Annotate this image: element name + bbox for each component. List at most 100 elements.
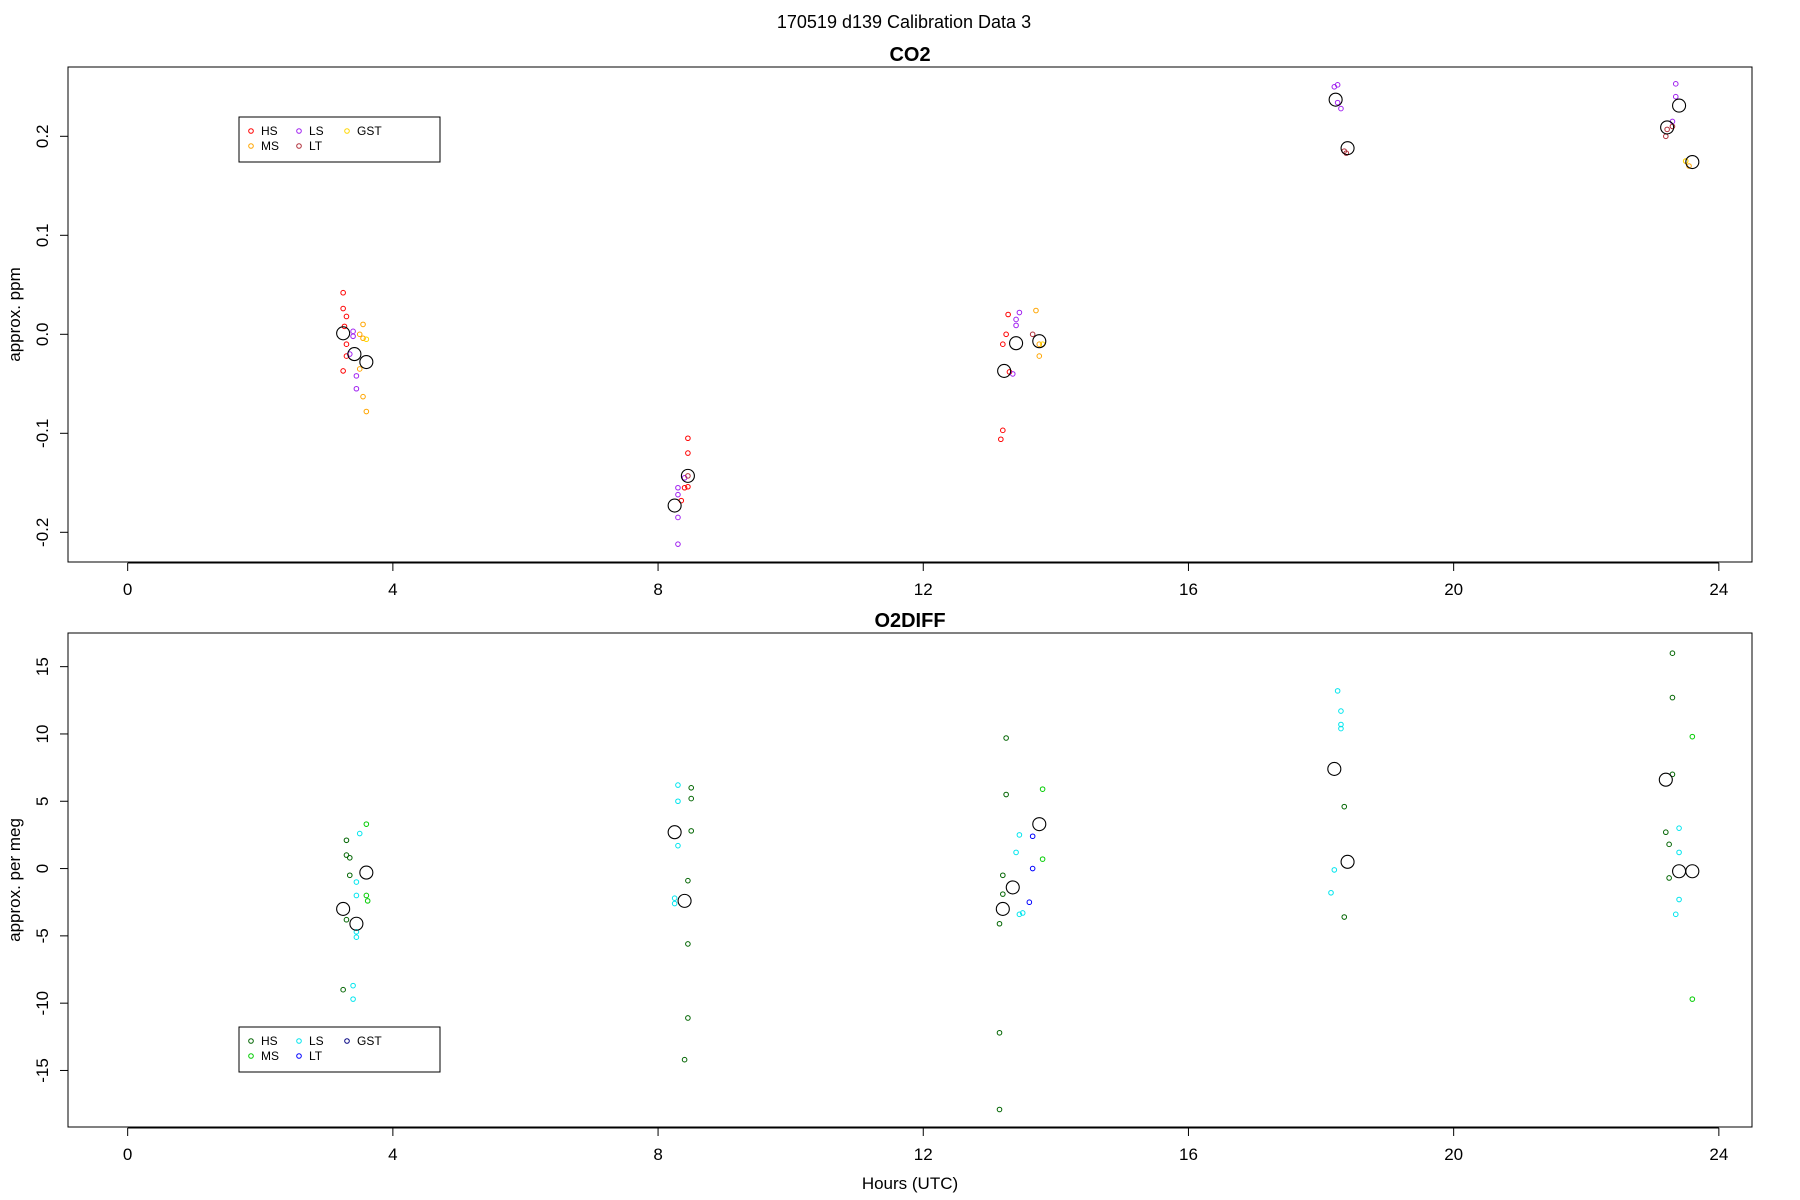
legend-marker-hs xyxy=(248,128,254,134)
data-point-hs xyxy=(346,854,353,861)
data-point-hs xyxy=(1000,427,1006,434)
legend-label-lt: LT xyxy=(309,139,323,153)
data-point-hs xyxy=(346,872,353,879)
data-point-ls xyxy=(1676,896,1682,903)
y-axis-label: approx. ppm xyxy=(5,267,24,362)
data-point-ms xyxy=(1036,341,1043,348)
plot-frame xyxy=(67,632,1753,1128)
data-point-ls xyxy=(1334,99,1341,106)
data-point-ms xyxy=(363,892,370,899)
legend-label-hs: HS xyxy=(261,1034,278,1048)
y-tick-label: -15 xyxy=(33,1058,52,1083)
data-point-ls xyxy=(1013,849,1019,856)
data-point-hs xyxy=(996,920,1003,927)
data-point-hs xyxy=(996,1029,1003,1036)
legend-marker-ls xyxy=(296,1038,302,1044)
data-point-hs xyxy=(1000,891,1006,897)
mean-marker xyxy=(1340,854,1355,869)
legend-marker-ms xyxy=(248,143,254,149)
legend-box xyxy=(238,116,441,163)
panel-title: CO2 xyxy=(889,44,930,66)
data-point-hs xyxy=(343,341,350,348)
data-point-ms xyxy=(1033,307,1039,314)
data-point-ms xyxy=(363,821,370,827)
data-point-hs xyxy=(688,795,695,802)
data-point-ms xyxy=(360,321,366,328)
data-point-hs xyxy=(681,484,688,491)
data-point-ms xyxy=(356,331,363,338)
data-point-lt xyxy=(1026,899,1033,906)
data-point-ms xyxy=(360,393,366,400)
data-point-ls xyxy=(1338,708,1344,714)
data-point-ls xyxy=(675,541,681,547)
mean-marker xyxy=(995,901,1010,916)
plot-frame xyxy=(67,66,1753,563)
legend-label-hs: HS xyxy=(261,124,278,138)
data-point-hs xyxy=(1341,914,1348,920)
data-point-lt xyxy=(685,473,691,479)
mean-marker xyxy=(336,326,351,341)
data-point-ls xyxy=(1331,867,1338,873)
data-point-ls xyxy=(350,328,356,335)
x-axis-label: Hours (UTC) xyxy=(862,1174,958,1193)
data-point-ls xyxy=(1672,93,1679,100)
data-point-ms xyxy=(1689,996,1696,1002)
data-point-ls xyxy=(1334,82,1341,88)
data-point-hs xyxy=(1663,829,1669,836)
data-point-lt xyxy=(1663,133,1669,140)
data-point-ls xyxy=(675,514,681,521)
legend-marker-lt xyxy=(296,143,302,149)
data-point-ls xyxy=(1019,910,1026,916)
y-axis-label: approx. per meg xyxy=(5,818,24,942)
x-tick-label: 12 xyxy=(914,580,933,599)
y-tick-label: -0.2 xyxy=(33,518,52,547)
legend-label-lt: LT xyxy=(309,1049,323,1063)
data-point-hs xyxy=(1666,841,1672,848)
mean-marker xyxy=(347,347,362,362)
data-point-ls xyxy=(356,830,363,837)
chart-main-title: 170519 d139 Calibration Data 3 xyxy=(777,12,1031,32)
legend-label-ms: MS xyxy=(261,139,279,153)
data-point-ls xyxy=(353,934,360,941)
legend-label-ms: MS xyxy=(261,1049,279,1063)
data-point-hs xyxy=(688,784,695,791)
x-tick-label: 12 xyxy=(914,1145,933,1164)
legend-marker-ls xyxy=(296,128,302,134)
data-point-hs xyxy=(685,435,691,442)
data-point-ms xyxy=(364,898,371,904)
data-point-ls xyxy=(350,996,356,1002)
x-tick-label: 8 xyxy=(653,1145,662,1164)
data-point-hs xyxy=(685,877,691,884)
data-point-ls xyxy=(675,491,681,498)
legend-label-gst: GST xyxy=(357,124,382,138)
data-point-ls xyxy=(1672,911,1679,918)
y-tick-label: 0 xyxy=(33,864,52,873)
data-point-hs xyxy=(1003,331,1009,338)
data-point-ls xyxy=(1338,721,1344,728)
y-tick-label: 15 xyxy=(33,657,52,676)
y-tick-label: -5 xyxy=(33,928,52,943)
data-point-lt xyxy=(1029,865,1036,872)
data-point-ls xyxy=(350,982,356,989)
data-point-hs xyxy=(340,289,346,296)
legend-box xyxy=(238,1026,441,1073)
mean-marker xyxy=(1005,880,1020,895)
data-point-hs xyxy=(685,450,691,456)
co2-panel: CO2 0 4 8 12 16 20 24 -0.2 -0.1 0.0 0.1 0.2 approx. p… xyxy=(5,44,1753,599)
data-point-ls xyxy=(671,900,678,907)
x-tick-label: 4 xyxy=(388,580,397,599)
y-tick-label: 0.0 xyxy=(33,322,52,346)
data-point-hs xyxy=(685,941,691,947)
data-point-ls xyxy=(675,782,681,788)
mean-marker xyxy=(359,865,374,880)
y-tick-label: 10 xyxy=(33,724,52,743)
data-point-lt xyxy=(1664,126,1670,133)
mean-marker xyxy=(677,893,692,908)
mean-marker xyxy=(1009,336,1024,351)
data-point-ls xyxy=(675,798,681,805)
data-point-hs xyxy=(340,368,346,374)
y-tick-label: 0.1 xyxy=(33,223,52,247)
data-point-ls xyxy=(1016,832,1023,838)
